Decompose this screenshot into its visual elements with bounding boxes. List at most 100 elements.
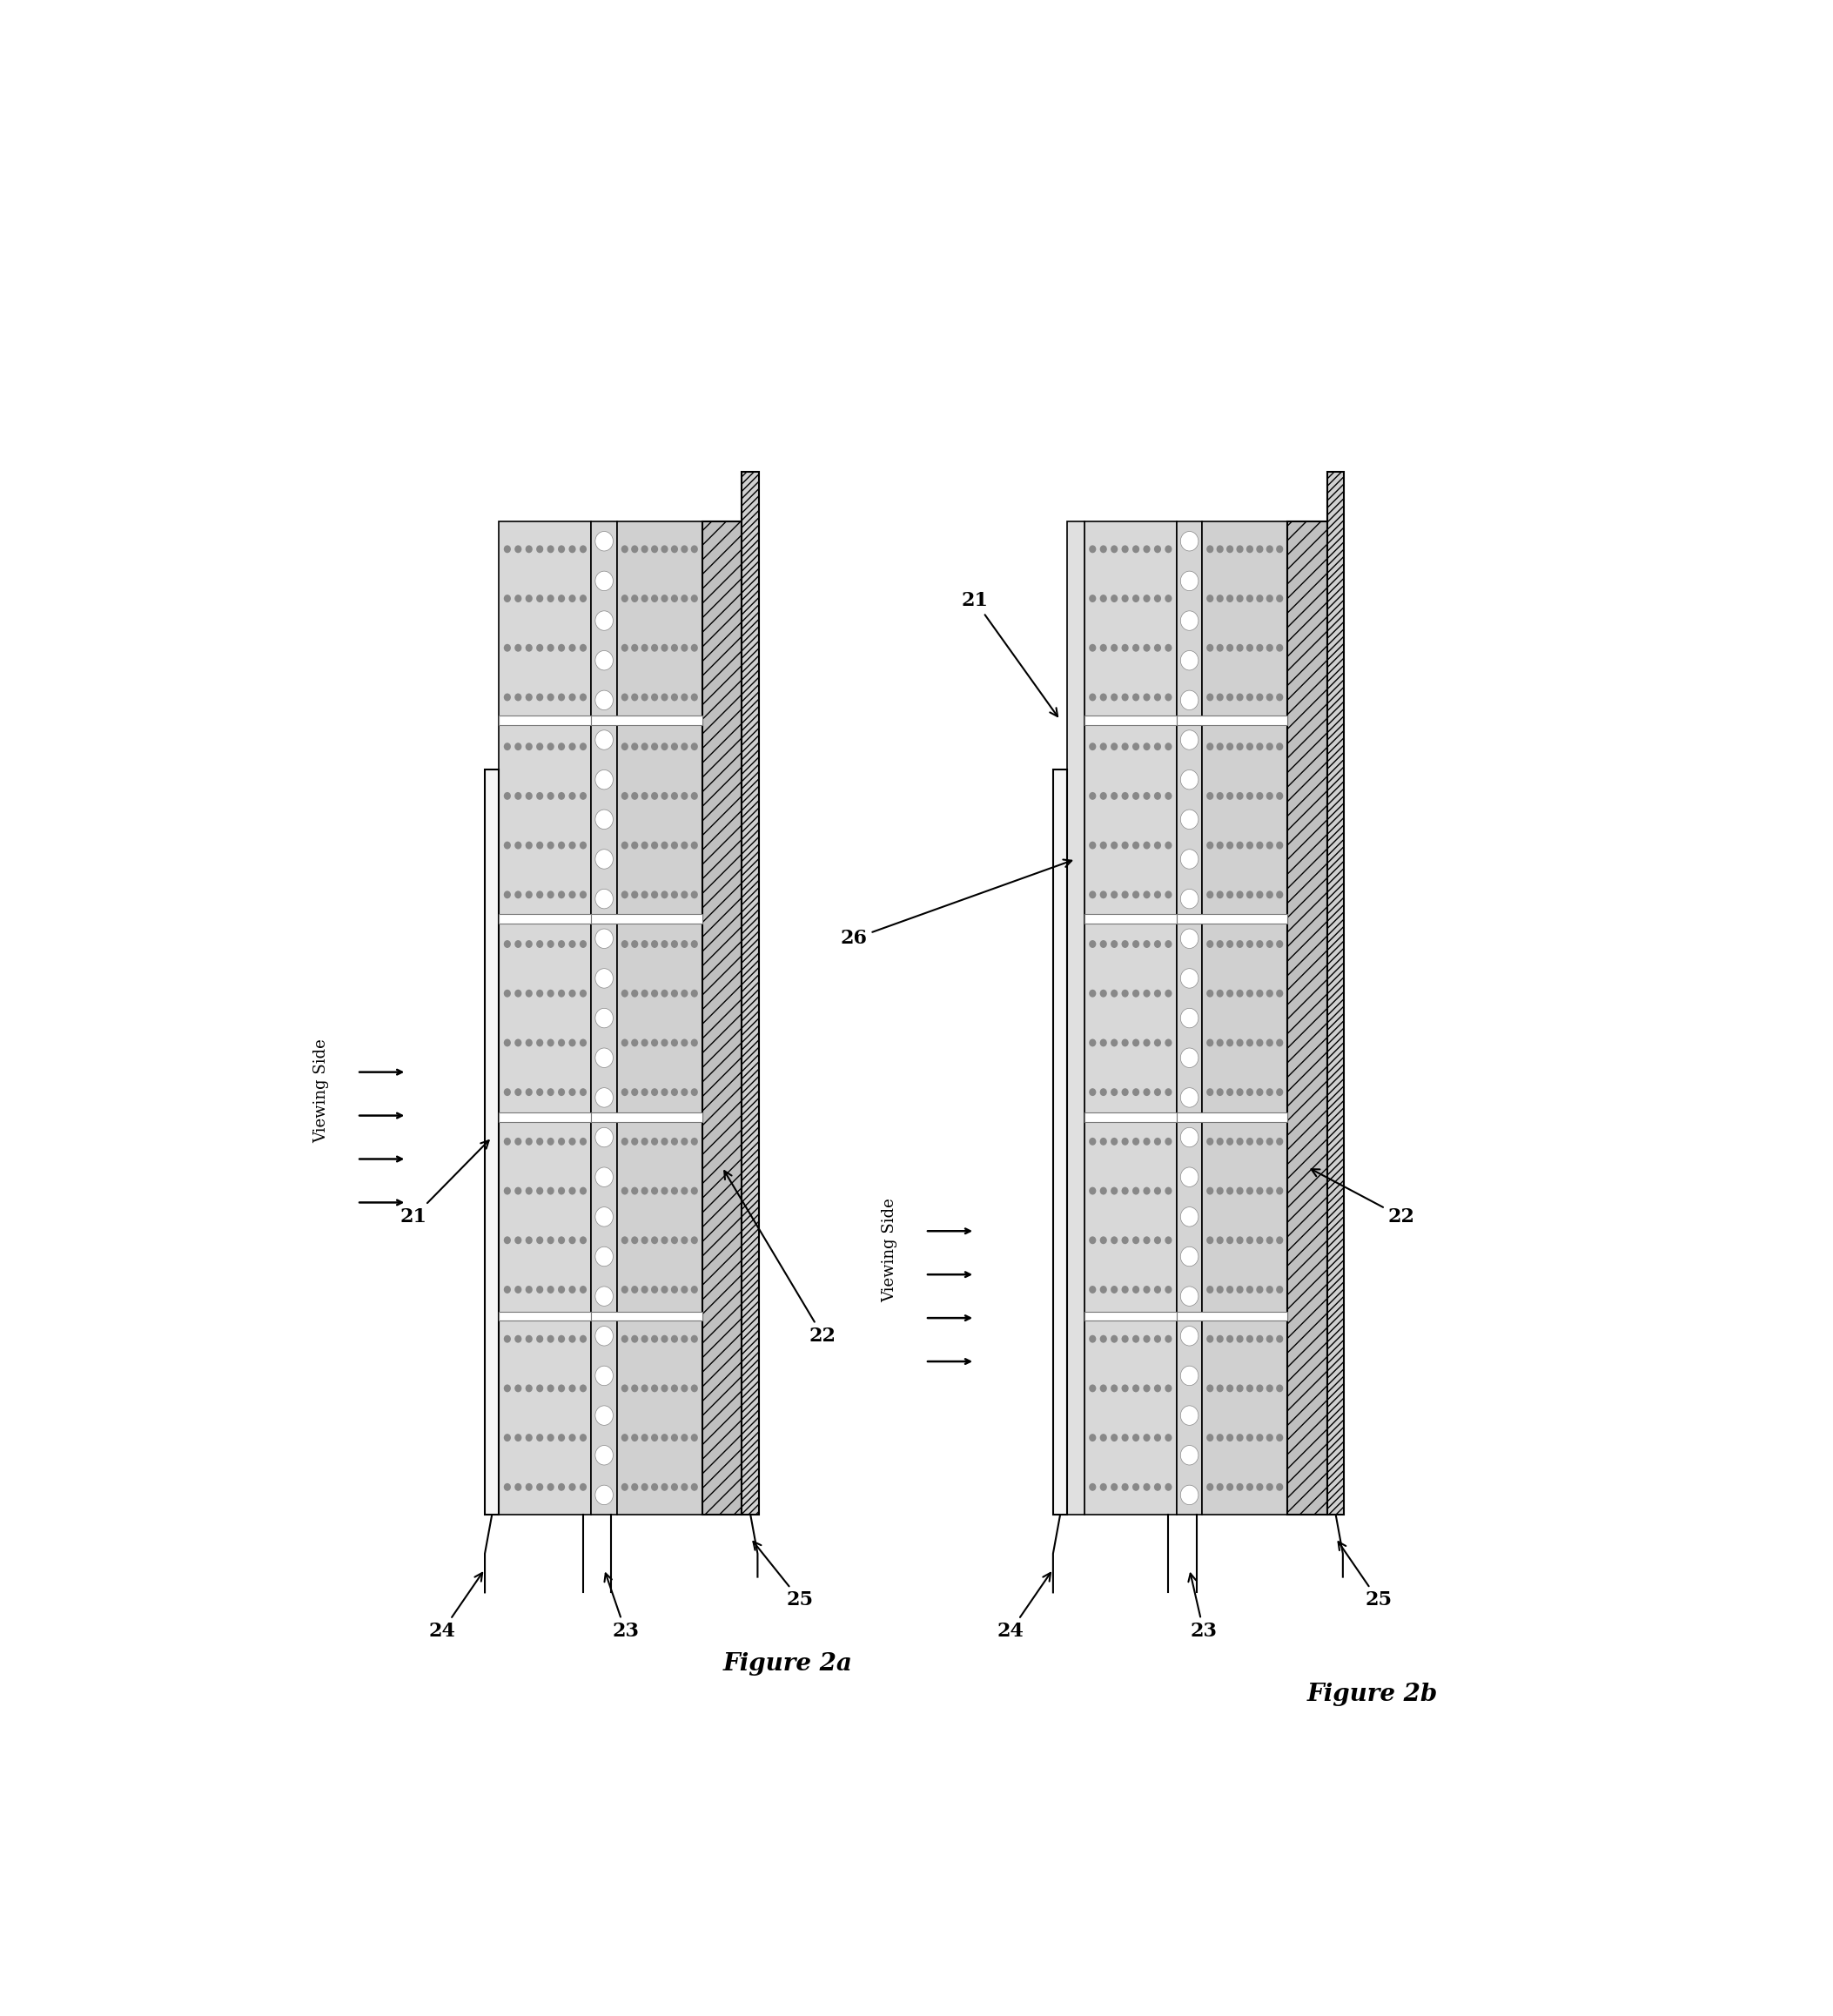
Circle shape [557,939,565,948]
Circle shape [526,742,533,750]
Circle shape [1100,1137,1107,1145]
Circle shape [557,841,565,849]
Circle shape [1226,1433,1234,1441]
Circle shape [596,770,612,790]
Circle shape [680,1089,687,1097]
Circle shape [691,544,698,552]
Circle shape [680,939,687,948]
Circle shape [691,891,698,899]
Circle shape [1246,891,1254,899]
Circle shape [1164,1484,1171,1492]
Bar [1067,522,1085,1514]
Circle shape [621,595,629,603]
Circle shape [515,1286,522,1294]
Circle shape [515,643,522,651]
Circle shape [1133,1286,1140,1294]
Circle shape [1144,1335,1151,1343]
Circle shape [596,1008,612,1028]
Circle shape [526,1385,533,1393]
Circle shape [1122,1187,1129,1195]
Circle shape [568,1286,576,1294]
Text: 21: 21 [962,591,1058,716]
Circle shape [1122,939,1129,948]
Circle shape [1144,1089,1151,1097]
Circle shape [557,1484,565,1492]
Circle shape [526,1038,533,1046]
Circle shape [651,990,658,998]
Circle shape [1155,939,1160,948]
Circle shape [1111,643,1118,651]
Circle shape [537,1385,543,1393]
Circle shape [621,1286,629,1294]
Circle shape [1206,1286,1213,1294]
Circle shape [1089,990,1096,998]
Circle shape [642,891,649,899]
Circle shape [596,571,612,591]
Circle shape [1246,742,1254,750]
Circle shape [1180,929,1199,948]
Circle shape [1180,730,1199,750]
Circle shape [680,1484,687,1492]
Circle shape [1267,1236,1274,1244]
Circle shape [1164,595,1171,603]
Circle shape [1144,1038,1151,1046]
Circle shape [1133,792,1140,800]
Bar [742,472,759,1514]
Circle shape [1206,891,1213,899]
Circle shape [546,694,554,702]
Circle shape [631,544,638,552]
Circle shape [515,1089,522,1097]
Circle shape [568,1385,576,1393]
Circle shape [1180,810,1199,829]
Circle shape [642,643,649,651]
Circle shape [1133,1484,1140,1492]
Circle shape [1276,1433,1283,1441]
Circle shape [671,1038,678,1046]
Circle shape [1206,1137,1213,1145]
Circle shape [642,792,649,800]
Circle shape [1111,1187,1118,1195]
Circle shape [596,1327,612,1347]
Circle shape [1267,1038,1274,1046]
Bar [499,913,592,923]
Circle shape [1246,1038,1254,1046]
Circle shape [662,792,667,800]
Text: 23: 23 [605,1572,640,1641]
Circle shape [1235,694,1243,702]
Circle shape [1164,939,1171,948]
Circle shape [1155,990,1160,998]
Circle shape [631,1433,638,1441]
Circle shape [651,643,658,651]
Circle shape [1246,1484,1254,1492]
Circle shape [579,1335,587,1343]
Circle shape [1100,1038,1107,1046]
Circle shape [631,1137,638,1145]
Circle shape [671,544,678,552]
Circle shape [1180,1486,1199,1504]
Circle shape [651,1484,658,1492]
Circle shape [1155,1335,1160,1343]
Circle shape [621,1089,629,1097]
Circle shape [1235,1236,1243,1244]
Circle shape [662,595,667,603]
Circle shape [1276,595,1283,603]
Circle shape [546,939,554,948]
Circle shape [1217,595,1224,603]
Circle shape [1133,891,1140,899]
Circle shape [526,1137,533,1145]
Circle shape [526,939,533,948]
Circle shape [1180,1208,1199,1226]
Circle shape [1144,1484,1151,1492]
Circle shape [662,891,667,899]
Circle shape [1217,694,1224,702]
Circle shape [691,643,698,651]
Circle shape [546,1187,554,1195]
Circle shape [631,792,638,800]
Circle shape [1267,595,1274,603]
Circle shape [651,742,658,750]
Circle shape [662,1433,667,1441]
Circle shape [515,1236,522,1244]
Circle shape [1235,891,1243,899]
Circle shape [662,742,667,750]
Circle shape [1111,742,1118,750]
